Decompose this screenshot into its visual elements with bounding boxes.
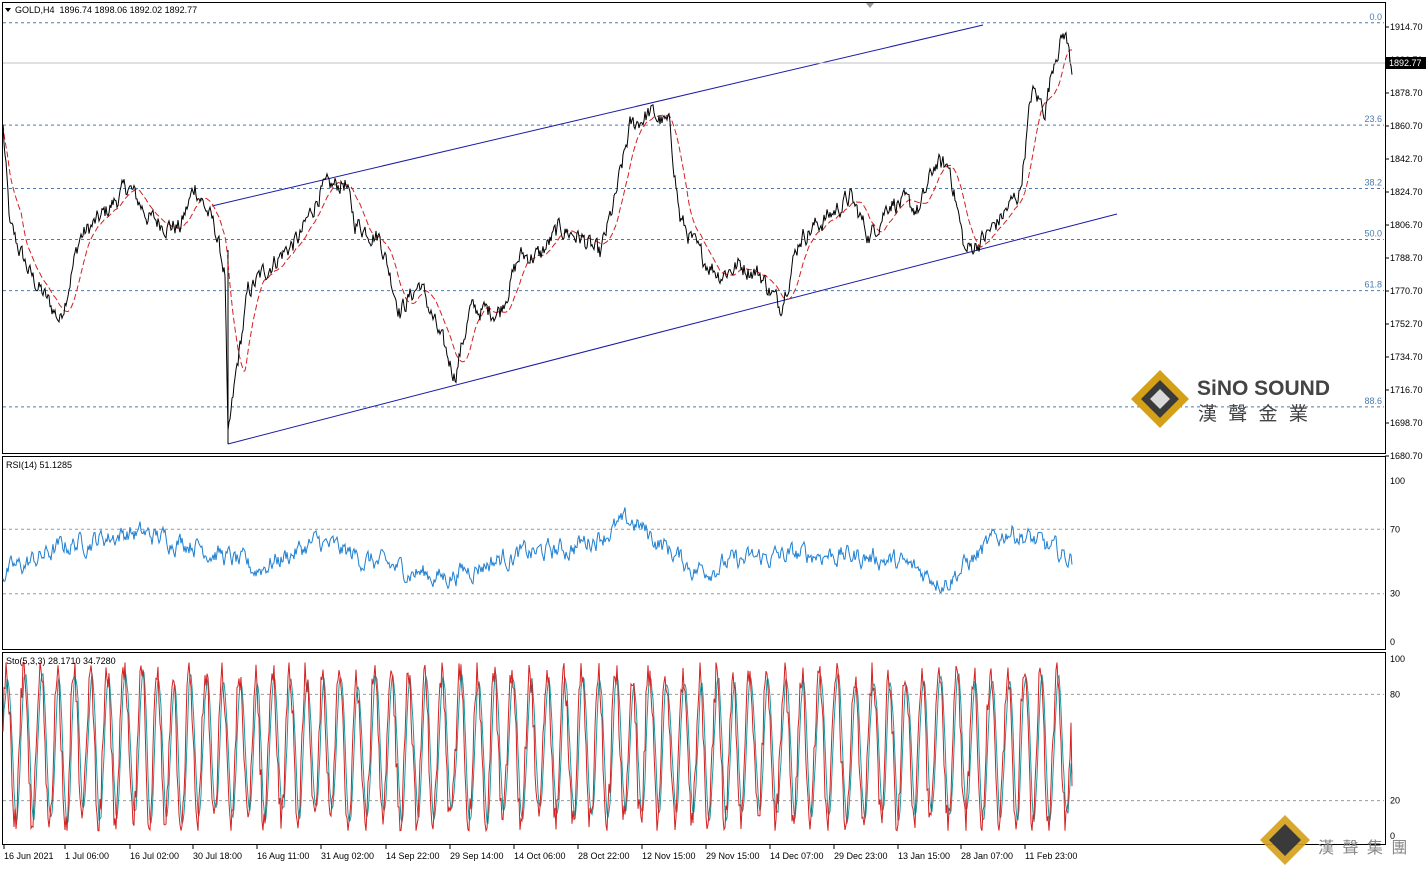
date-label: 29 Dec 23:00 [834,851,888,861]
stoch-level-label: 0 [1390,831,1395,841]
sino-sound-logo: SiNO SOUND 漢 聲 金 業 [1131,370,1330,428]
date-label: 12 Nov 15:00 [642,851,696,861]
price-tick-label: 1752.70 [1390,319,1423,329]
date-label: 29 Nov 15:00 [706,851,760,861]
date-label: 31 Aug 02:00 [321,851,374,861]
rsi-level-label: 0 [1390,637,1395,647]
watermark-text: 漢 聲 集 團 [1318,839,1409,857]
price-tick-label: 1698.70 [1390,418,1423,428]
price-tick-label: 1680.70 [1390,451,1423,461]
stoch-level-label: 100 [1390,654,1405,664]
date-label: 14 Sep 22:00 [386,851,440,861]
date-label: 28 Oct 22:00 [578,851,630,861]
stoch-label: Sto(5,3,3) 28.1710 34.7280 [6,656,116,666]
stoch-level-label: 20 [1390,796,1400,806]
price-axis: 1914.701896.701878.701860.701842.701824.… [1385,22,1423,461]
symbol-label: GOLD,H4 1896.74 1898.06 1892.02 1892.77 [15,5,197,15]
rsi-level-label: 70 [1390,524,1400,534]
rsi-line [2,507,1073,594]
date-label: 14 Dec 07:00 [770,851,824,861]
price-tick-label: 1824.70 [1390,187,1423,197]
price-tick-label: 1878.70 [1390,88,1423,98]
date-label: 1 Jul 06:00 [65,851,109,861]
stoch-level-label: 80 [1390,689,1400,699]
price-line [2,31,1073,431]
logo-brand: SiNO SOUND [1197,377,1330,400]
fib-level-label: 0.0 [1369,12,1382,22]
rsi-panel-frame [2,456,1386,650]
date-label: 14 Oct 06:00 [514,851,566,861]
date-label: 13 Jan 15:00 [898,851,950,861]
fib-level-label: 50.0 [1364,228,1382,238]
channel-upper-line[interactable] [211,24,984,207]
logo-diamond-core [1150,389,1170,409]
chart-shift-marker[interactable] [866,3,874,8]
price-tick-label: 1842.70 [1390,154,1423,164]
fib-level-label: 88.6 [1364,396,1382,406]
date-label: 11 Feb 23:00 [1025,851,1077,861]
time-axis: 16 Jun 2021 1 Jul 06:00 16 Jul 02:00 30 Jul… [3,845,1077,861]
date-label: 16 Jul 02:00 [130,851,179,861]
date-label: 30 Jul 18:00 [193,851,242,861]
sino-sound-watermark: 漢 聲 集 團 [1260,815,1409,865]
symbol-menu-icon[interactable] [5,8,11,12]
date-label: 28 Jan 07:00 [961,851,1013,861]
price-tick-label: 1806.70 [1390,220,1423,230]
rsi-label: RSI(14) 51.1285 [6,460,72,470]
price-tick-label: 1734.70 [1390,352,1423,362]
rsi-level-label: 30 [1390,589,1400,599]
current-price-text: 1892.77 [1389,58,1422,68]
date-label: 16 Jun 2021 [4,851,54,861]
stoch-panel-frame [2,652,1386,845]
fib-level-label: 23.6 [1364,114,1382,124]
stoch-signal-line [2,668,1073,825]
price-tick-label: 1770.70 [1390,286,1423,296]
fibonacci-levels: 0.0 23.6 38.2 50.0 61.8 88.6 [3,12,1384,408]
channel-lower-line[interactable] [227,213,1118,445]
watermark-diamond-inner [1269,824,1301,856]
current-price-box [1386,57,1426,69]
fib-level-label: 61.8 [1364,280,1382,290]
stoch-main-line [2,662,1073,833]
price-tick-label: 1716.70 [1390,385,1423,395]
price-tick-label: 1788.70 [1390,253,1423,263]
logo-chinese: 漢 聲 金 業 [1198,403,1311,425]
rsi-level-label: 100 [1390,476,1405,486]
fib-level-label: 38.2 [1364,178,1382,188]
price-panel-frame [2,2,1386,454]
date-label: 16 Aug 11:00 [257,851,309,861]
price-tick-label: 1914.70 [1390,22,1423,32]
price-tick-label: 1860.70 [1390,121,1423,131]
date-label: 29 Sep 14:00 [450,851,504,861]
rsi-grid: 100 70 30 0 [3,476,1405,647]
